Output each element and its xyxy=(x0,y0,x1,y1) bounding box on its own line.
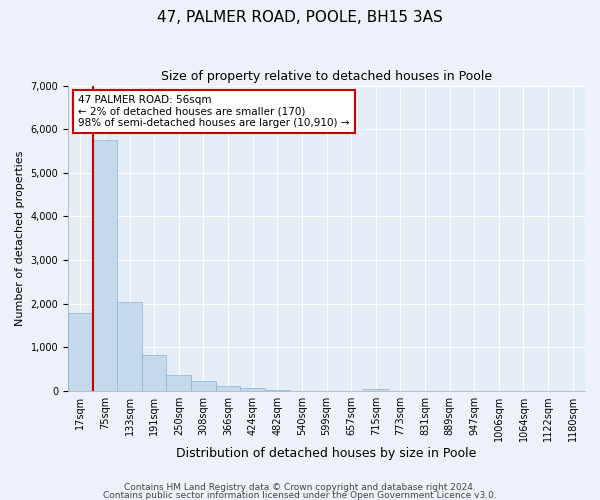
Bar xyxy=(92,140,117,391)
Bar xyxy=(241,388,265,391)
Bar xyxy=(364,389,388,391)
Bar xyxy=(265,390,290,391)
Text: Contains public sector information licensed under the Open Government Licence v3: Contains public sector information licen… xyxy=(103,490,497,500)
Text: Contains HM Land Registry data © Crown copyright and database right 2024.: Contains HM Land Registry data © Crown c… xyxy=(124,484,476,492)
Bar xyxy=(191,381,216,391)
Bar xyxy=(68,312,92,391)
Bar xyxy=(216,386,241,391)
Text: 47 PALMER ROAD: 56sqm
← 2% of detached houses are smaller (170)
98% of semi-deta: 47 PALMER ROAD: 56sqm ← 2% of detached h… xyxy=(79,94,350,128)
Bar xyxy=(117,302,142,391)
X-axis label: Distribution of detached houses by size in Poole: Distribution of detached houses by size … xyxy=(176,447,477,460)
Bar xyxy=(166,375,191,391)
Bar xyxy=(142,355,166,391)
Text: 47, PALMER ROAD, POOLE, BH15 3AS: 47, PALMER ROAD, POOLE, BH15 3AS xyxy=(157,10,443,25)
Y-axis label: Number of detached properties: Number of detached properties xyxy=(15,150,25,326)
Title: Size of property relative to detached houses in Poole: Size of property relative to detached ho… xyxy=(161,70,492,83)
